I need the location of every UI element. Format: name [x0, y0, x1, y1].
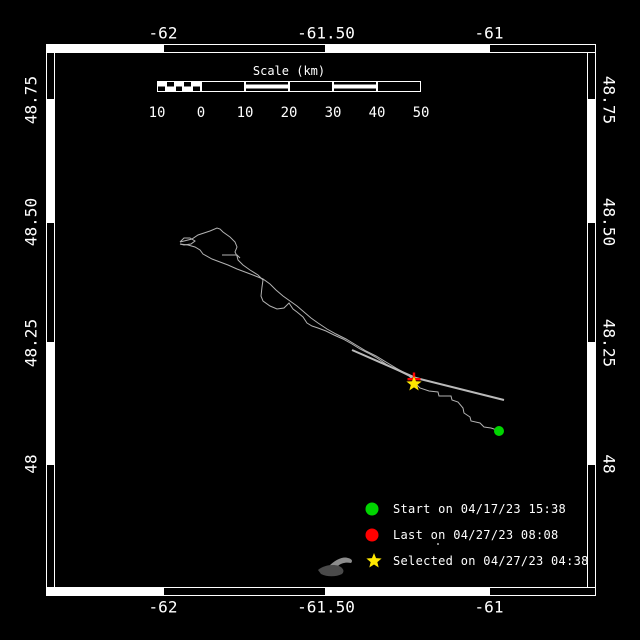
- lat-tick-label-left: 48.75: [21, 75, 41, 125]
- frame-segment: [163, 44, 326, 53]
- lat-tick-label-right: 48: [599, 454, 619, 474]
- scalebar-km-label: 50: [412, 105, 430, 121]
- track-line: [222, 254, 241, 259]
- frame-segment: [587, 464, 596, 596]
- lat-tick-label-left: 48: [21, 454, 41, 474]
- scalebar-km-label: 10: [148, 105, 166, 121]
- legend-last-label: Last on 04/27/23 08:08: [393, 528, 559, 542]
- start-dot-icon: [365, 502, 379, 516]
- scalebar-cell: [192, 81, 201, 92]
- frame-segment: [46, 222, 55, 343]
- frame-segment: [326, 44, 489, 53]
- frame-segment: [489, 587, 596, 596]
- lon-tick-label-bottom: -61.50: [297, 597, 355, 617]
- scalebar-km-label: 10: [236, 105, 254, 121]
- track-line: [179, 227, 415, 382]
- lon-tick-label-bottom: -61: [474, 597, 504, 617]
- lat-tick-label-left: 48.25: [21, 318, 41, 368]
- track-line: [179, 237, 196, 246]
- last-dot-icon: [365, 528, 379, 542]
- frame-segment: [46, 100, 55, 222]
- scalebar-cell: [183, 81, 193, 92]
- frame-segment: [587, 343, 596, 464]
- selected-position-marker[interactable]: [406, 376, 422, 391]
- map-speck: [437, 543, 439, 545]
- track-line: [179, 243, 416, 383]
- frame-segment: [46, 44, 163, 53]
- frame-segment: [46, 464, 55, 596]
- scalebar-cell: [377, 81, 421, 92]
- frame-segment: [587, 100, 596, 222]
- frame-segment: [46, 343, 55, 464]
- frame-segment: [163, 587, 326, 596]
- frame-segment: [489, 44, 596, 53]
- scalebar-cell: [245, 81, 289, 92]
- scalebar-cell: [174, 81, 184, 92]
- legend-selected-label: Selected on 04/27/23 04:38: [393, 554, 589, 568]
- lon-tick-label-top: -62: [148, 23, 178, 43]
- scalebar-title: Scale (km): [252, 64, 326, 78]
- scalebar-km-label: 0: [196, 105, 206, 121]
- scalebar-cell: [201, 81, 245, 92]
- lat-tick-label-right: 48.75: [599, 75, 619, 125]
- legend-start-label: Start on 04/17/23 15:38: [393, 502, 567, 516]
- frame-segment: [46, 587, 163, 596]
- lat-tick-label-right: 48.50: [599, 197, 619, 247]
- lon-tick-label-bottom: -62: [148, 597, 178, 617]
- scalebar-km-label: 30: [324, 105, 342, 121]
- track-line: [414, 382, 498, 431]
- scalebar-cell: [165, 81, 175, 92]
- track-recent-line: [351, 349, 505, 401]
- lon-tick-label-top: -61.50: [297, 23, 355, 43]
- scalebar-cell: [333, 81, 377, 92]
- lat-tick-label-right: 48.25: [599, 318, 619, 368]
- scalebar-cell: [157, 81, 166, 92]
- scalebar-km-label: 20: [280, 105, 298, 121]
- frame-segment: [587, 222, 596, 343]
- lon-tick-label-top: -61: [474, 23, 504, 43]
- scalebar-km-label: 40: [368, 105, 386, 121]
- lat-tick-label-left: 48.50: [21, 197, 41, 247]
- scalebar-cell: [289, 81, 333, 92]
- frame-segment: [326, 587, 489, 596]
- whale-silhouette-body: [318, 565, 344, 577]
- selected-star-icon: [366, 553, 382, 568]
- start-position-marker[interactable]: [494, 426, 504, 436]
